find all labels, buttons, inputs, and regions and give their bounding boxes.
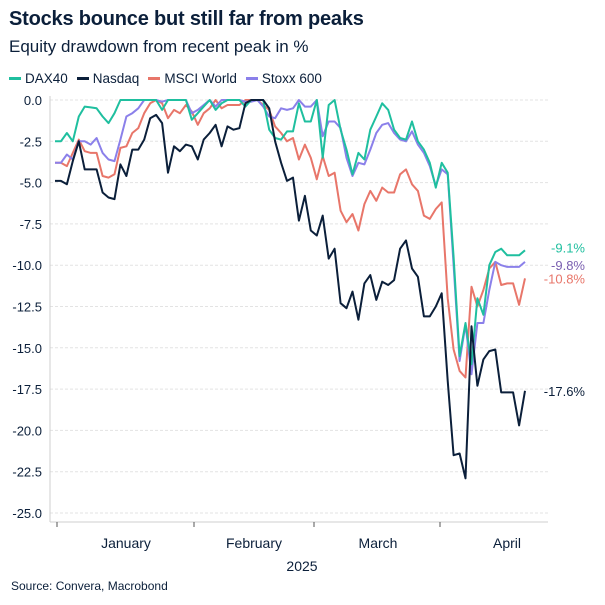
x-tick-label: January [101, 535, 151, 551]
legend-label: Nasdaq [92, 71, 140, 86]
legend-label: DAX40 [25, 71, 68, 86]
series-line-dax40 [55, 99, 526, 366]
x-tick-label: April [493, 535, 521, 551]
legend-item-msci-world: MSCI World [148, 71, 237, 86]
end-value-label: -10.8% [544, 271, 586, 286]
source-note: Source: Convera, Macrobond [11, 579, 168, 593]
legend-swatch [148, 77, 161, 80]
y-tick-label: -25.0 [12, 506, 42, 521]
end-value-label: -9.1% [551, 240, 585, 255]
x-tick-label: March [359, 535, 398, 551]
chart-subtitle: Equity drawdown from recent peak in % [9, 37, 309, 56]
end-value-label: -9.8% [551, 258, 585, 273]
y-tick-label: -12.5 [12, 300, 42, 315]
legend-item-dax40: DAX40 [9, 71, 68, 86]
y-tick-label: -10.0 [12, 258, 42, 273]
legend-swatch [245, 77, 258, 80]
legend-item-nasdaq: Nasdaq [76, 71, 140, 86]
y-tick-label: 0.0 [24, 93, 42, 108]
y-tick-label: -15.0 [12, 341, 42, 356]
legend-label: MSCI World [164, 71, 237, 86]
legend-label: Stoxx 600 [261, 71, 322, 86]
y-tick-label: -7.5 [20, 217, 42, 232]
chart-title: Stocks bounce but still far from peaks [9, 8, 364, 30]
series-line-stoxx-600 [55, 99, 526, 376]
series-line-nasdaq [55, 99, 526, 480]
end-value-label: -17.6% [544, 384, 586, 399]
x-axis-label: 2025 [286, 558, 317, 574]
x-tick-label: February [226, 535, 282, 551]
y-tick-label: -2.5 [20, 134, 42, 149]
legend-swatch [76, 77, 89, 80]
legend: DAX40 Nasdaq MSCI World Stoxx 600 [9, 71, 322, 86]
y-tick-label: -20.0 [12, 423, 42, 438]
series-line-msci-world [55, 99, 526, 379]
y-tick-label: -22.5 [12, 465, 42, 480]
y-tick-label: -5.0 [20, 176, 42, 191]
y-tick-label: -17.5 [12, 382, 42, 397]
legend-item-stoxx600: Stoxx 600 [245, 71, 322, 86]
legend-swatch [9, 77, 21, 80]
